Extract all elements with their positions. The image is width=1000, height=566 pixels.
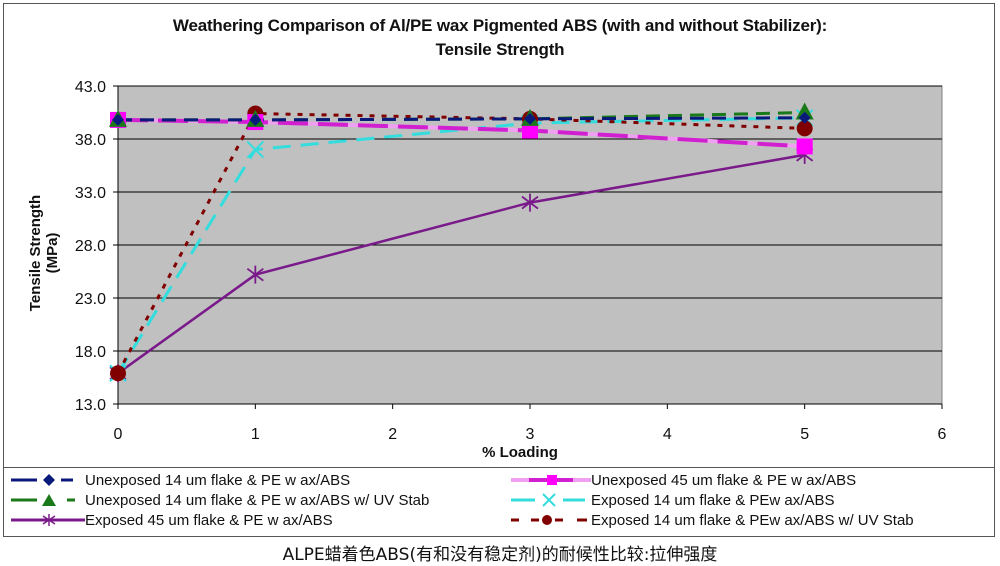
series-line xyxy=(118,116,805,122)
y-tick-label: 18.0 xyxy=(75,344,106,361)
legend-star-icon xyxy=(11,514,85,526)
x-tick-label: 0 xyxy=(114,426,123,443)
y-tick-label: 43.0 xyxy=(75,79,106,96)
square-marker-icon xyxy=(522,122,538,139)
series-line xyxy=(117,153,805,375)
x-tick-label: 5 xyxy=(800,426,809,443)
triangle-marker-icon xyxy=(795,102,814,120)
legend-circle-icon xyxy=(511,515,587,525)
circle-marker-icon xyxy=(110,365,126,382)
chart-title-line-2: Tensile Strength xyxy=(435,40,565,59)
legend-x-icon xyxy=(511,493,585,507)
diamond-marker-icon xyxy=(249,113,262,126)
y-tick-label: 28.0 xyxy=(75,238,106,255)
chart-title-line-1: Weathering Comparison of Al/PE wax Pigme… xyxy=(172,16,828,35)
figure-caption: ALPE蜡着色ABS(有和没有稳定剂)的耐候性比较:拉伸强度 xyxy=(282,545,718,565)
diamond-marker-icon xyxy=(112,113,124,126)
legend-item-exposed-45: Exposed 45 um flake & PE w ax/ABS xyxy=(11,510,333,530)
x-tick-label: 1 xyxy=(251,426,260,443)
legend-triangle-icon xyxy=(11,494,75,506)
legend-item-unexposed-14: Unexposed 14 um flake & PE w ax/ABS xyxy=(11,470,350,490)
plot-area: 13.0 18.0 23.0 28.0 33.0 38.0 43.0 0 1 2 3 4 5 6 xyxy=(75,79,947,443)
legend-square-icon xyxy=(511,475,591,485)
legend-diamond-icon xyxy=(11,474,73,486)
circle-marker-icon xyxy=(796,120,813,137)
legend-item-exposed-14-uv: Exposed 14 um flake & PEw ax/ABS w/ UV S… xyxy=(511,510,914,530)
y-tick-label: 33.0 xyxy=(75,185,106,202)
legend-item-exposed-14: Exposed 14 um flake & PEw ax/ABS xyxy=(511,490,834,510)
x-axis-label: % Loading xyxy=(482,444,558,461)
star-marker-icon xyxy=(246,265,264,284)
chart-title: Weathering Comparison of Al/PE wax Pigme… xyxy=(0,14,1000,62)
x-tick-label: 4 xyxy=(663,426,672,443)
x-tick-label: 6 xyxy=(938,426,947,443)
x-marker-icon xyxy=(246,140,265,159)
y-tick-label: 23.0 xyxy=(75,291,106,308)
legend-item-unexposed-45: Unexposed 45 um flake & PE w ax/ABS xyxy=(511,470,856,490)
legend-item-unexposed-14-uv: Unexposed 14 um flake & PE w ax/ABS w/ U… xyxy=(11,490,429,510)
square-marker-icon xyxy=(796,138,813,155)
y-tick-label: 38.0 xyxy=(75,132,106,149)
y-tick-label: 13.0 xyxy=(75,397,106,414)
diamond-marker-icon xyxy=(524,112,536,125)
series-line xyxy=(116,112,805,374)
diamond-marker-icon xyxy=(798,111,811,124)
legend: Unexposed 14 um flake & PE w ax/ABS Unex… xyxy=(3,467,995,537)
x-tick-label: 2 xyxy=(388,426,397,443)
star-marker-icon xyxy=(521,193,539,212)
series-line xyxy=(116,116,805,375)
x-tick-label: 3 xyxy=(526,426,535,443)
